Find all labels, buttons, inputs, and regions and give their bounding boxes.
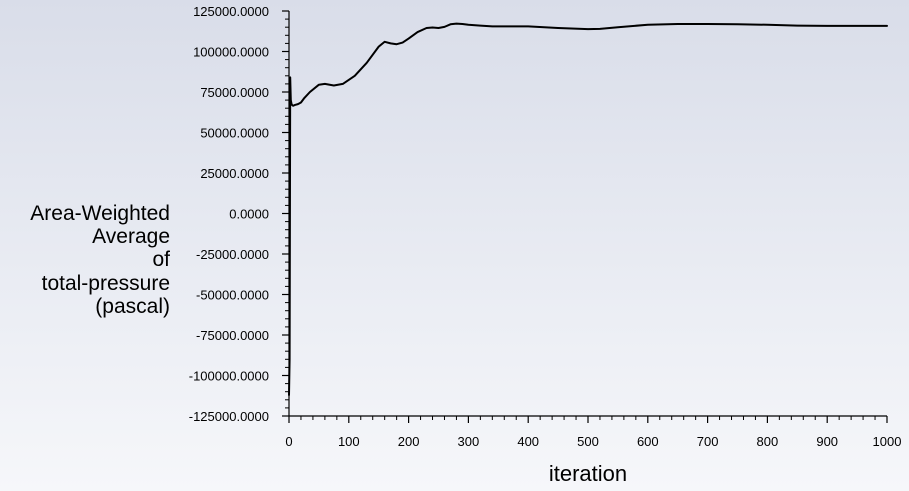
x-tick-label: 800 bbox=[757, 434, 779, 449]
y-tick-label: 25000.0000 bbox=[200, 166, 269, 181]
y-axis-title-line: Average bbox=[92, 225, 170, 249]
x-tick-label: 600 bbox=[637, 434, 659, 449]
y-tick-label: 50000.0000 bbox=[200, 126, 269, 141]
x-tick-label: 300 bbox=[458, 434, 480, 449]
y-tick-label: 100000.0000 bbox=[193, 45, 269, 60]
y-axis-title-line: of bbox=[152, 248, 170, 272]
y-axis-title: Area-Weighted Average of total-pressure (pas… bbox=[0, 202, 170, 318]
y-tick-label: 75000.0000 bbox=[200, 85, 269, 100]
y-tick-label: 0.0000 bbox=[229, 207, 269, 222]
x-tick-label: 700 bbox=[697, 434, 719, 449]
y-axis: 125000.0000 100000.0000 75000.0000 50000.00… bbox=[189, 4, 290, 424]
y-axis-title-line: (pascal) bbox=[95, 294, 170, 318]
y-tick-label: 125000.0000 bbox=[193, 4, 269, 19]
x-tick-label: 100 bbox=[338, 434, 360, 449]
y-tick-label: -25000.0000 bbox=[196, 247, 269, 262]
x-tick-label: 400 bbox=[517, 434, 539, 449]
x-axis-title: iteration bbox=[549, 461, 627, 486]
x-tick-label: 0 bbox=[285, 434, 292, 449]
y-axis-title-line: total-pressure bbox=[41, 271, 170, 295]
x-tick-label: 900 bbox=[816, 434, 838, 449]
y-axis-title-line: Area-Weighted bbox=[30, 202, 170, 225]
x-tick-label: 200 bbox=[398, 434, 420, 449]
x-axis: 0 100 200 300 400 500 600 700 800 900 1000 bbox=[285, 415, 902, 449]
y-tick-label: -75000.0000 bbox=[196, 328, 269, 343]
y-tick-label: -50000.0000 bbox=[196, 288, 269, 303]
y-tick-label: -125000.0000 bbox=[189, 409, 269, 424]
x-tick-label: 500 bbox=[577, 434, 599, 449]
series-line bbox=[288, 22, 888, 396]
y-tick-label: -100000.0000 bbox=[189, 369, 269, 384]
x-tick-label: 1000 bbox=[873, 434, 902, 449]
